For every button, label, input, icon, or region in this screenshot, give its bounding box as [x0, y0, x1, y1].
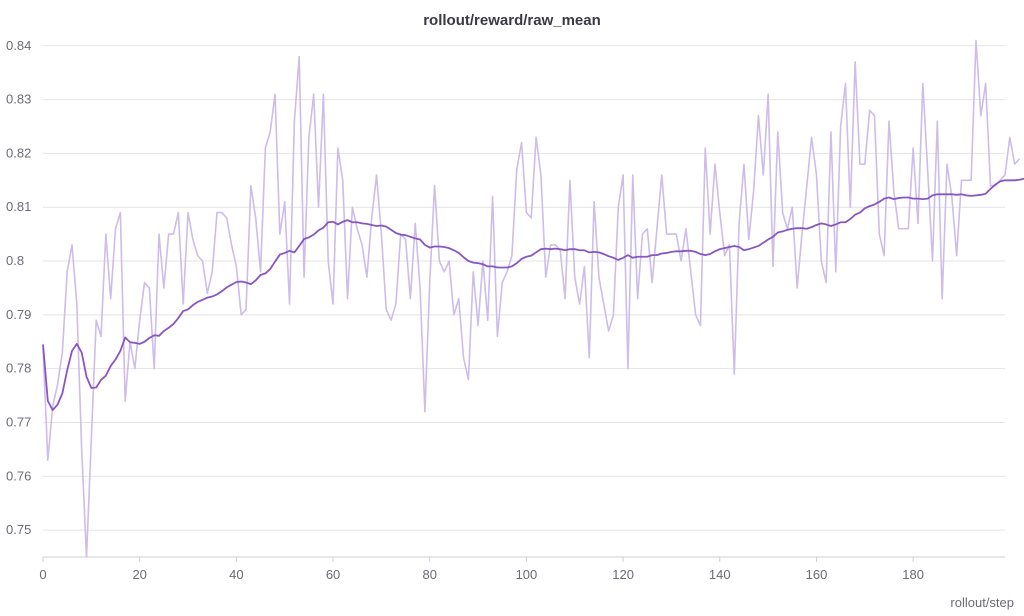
x-tick-label: 40: [229, 567, 243, 582]
x-tick-label: 20: [132, 567, 146, 582]
y-tick-label: 0.76: [6, 468, 31, 483]
x-tick-label: 120: [612, 567, 634, 582]
x-tick-label: 140: [709, 567, 731, 582]
y-tick-label: 0.77: [6, 414, 31, 429]
x-tick-label: 80: [422, 567, 436, 582]
smoothed-series-line: [42, 177, 1024, 411]
x-tick-label: 60: [326, 567, 340, 582]
x-tick-label: 180: [902, 567, 924, 582]
x-axis-title: rollout/step: [950, 595, 1014, 610]
raw-series-line: [42, 39, 1021, 558]
y-tick-label: 0.84: [6, 38, 31, 53]
y-tick-label: 0.75: [6, 522, 31, 537]
y-tick-label: 0.81: [6, 199, 31, 214]
y-tick-label: 0.82: [6, 145, 31, 160]
x-tick-label: 160: [806, 567, 828, 582]
chart-title: rollout/reward/raw_mean: [423, 12, 601, 29]
x-tick-label: 100: [516, 567, 538, 582]
y-tick-label: 0.79: [6, 307, 31, 322]
y-tick-label: 0.8: [6, 253, 24, 268]
y-tick-label: 0.83: [6, 92, 31, 107]
y-tick-label: 0.78: [6, 361, 31, 376]
x-tick-label: 0: [39, 567, 46, 582]
